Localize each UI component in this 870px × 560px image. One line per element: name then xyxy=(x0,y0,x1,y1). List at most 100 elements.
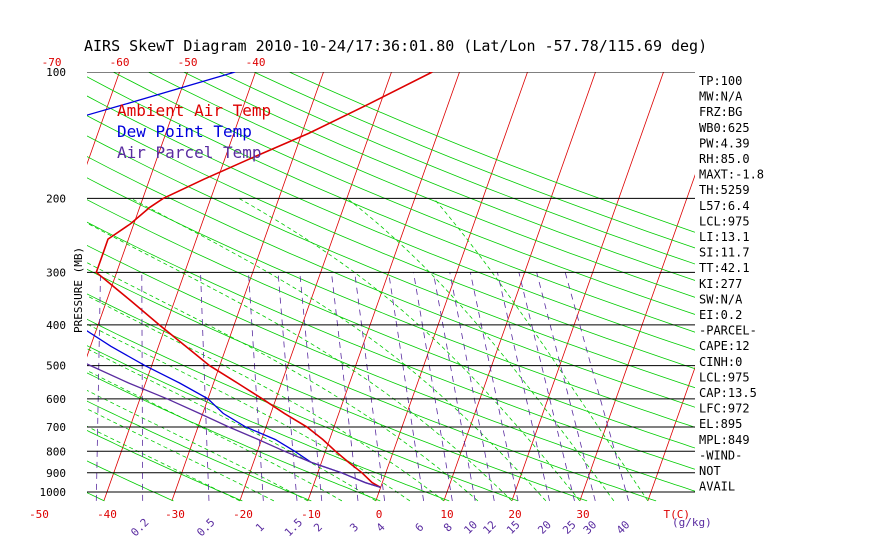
temperature-tick-label: 20 xyxy=(508,508,521,521)
isotherm-line xyxy=(511,72,664,502)
mixing-ratio-line xyxy=(413,272,453,501)
legend-entry: Air Parcel Temp xyxy=(117,143,262,162)
pressure-tick-label: 700 xyxy=(46,421,66,434)
mixing-ratio-tick-label: 10 xyxy=(461,518,480,537)
top-temperature-tick-label: -40 xyxy=(246,56,266,69)
mixing-ratio-line xyxy=(200,272,210,501)
moist-adiabat-line xyxy=(87,408,275,502)
mixing-ratio-units: (g/kg) xyxy=(672,516,712,529)
profile-line xyxy=(87,363,381,489)
temperature-tick-label: -10 xyxy=(301,508,321,521)
mixing-ratio-tick-label: 25 xyxy=(560,518,579,537)
sounding-profiles xyxy=(87,72,433,489)
moist-adiabat-line xyxy=(433,198,649,502)
pressure-tick-label: 900 xyxy=(46,467,66,480)
mixing-ratio-tick-label: 8 xyxy=(441,521,455,535)
moist-adiabat-line xyxy=(346,198,615,502)
isotherm-line xyxy=(579,174,695,502)
temperature-tick-label: 0 xyxy=(376,508,383,521)
dry-adiabat-line xyxy=(87,400,312,502)
top-temperature-tick-label: -50 xyxy=(178,56,198,69)
index-entry: AVAIL xyxy=(699,480,735,494)
mixing-ratio-tick-label: 30 xyxy=(581,518,600,537)
index-entry: SW:N/A xyxy=(699,292,743,306)
dry-adiabat-line xyxy=(87,115,695,370)
legend-entry: Ambient Air Temp xyxy=(117,101,271,120)
mixing-ratio-tick-label: 0.5 xyxy=(194,516,217,539)
mixing-ratio-tick-label: 6 xyxy=(413,521,427,535)
dry-adiabat-line xyxy=(87,156,695,408)
index-entry: NOT xyxy=(699,464,721,478)
dry-adiabat-line xyxy=(87,460,174,502)
mixing-ratio-line xyxy=(469,272,519,501)
index-entry: -WIND- xyxy=(699,448,742,462)
pressure-tick-label: 200 xyxy=(46,192,66,205)
index-entry: MAXT:-1.8 xyxy=(699,168,764,182)
dry-adiabat-line xyxy=(87,293,588,502)
dry-adiabat-line xyxy=(87,318,519,502)
top-temperature-tick-label: -60 xyxy=(110,56,130,69)
index-entry: LCL:975 xyxy=(699,370,750,384)
index-entry: TT:42.1 xyxy=(699,261,750,275)
isotherm-line xyxy=(239,72,392,502)
index-entry: LFC:972 xyxy=(699,402,750,416)
mixing-ratio-line xyxy=(248,272,264,501)
dry-adiabat-line xyxy=(253,72,695,249)
index-entry: TP:100 xyxy=(699,74,742,88)
index-entry: MW:N/A xyxy=(699,90,743,104)
moist-adiabat-line xyxy=(238,198,581,502)
chart-title: AIRS SkewT Diagram 2010-10-24/17:36:01.8… xyxy=(84,37,707,55)
dry-adiabat-line xyxy=(87,372,381,502)
mixing-ratio-line xyxy=(497,272,550,501)
index-entry: -PARCEL- xyxy=(699,324,757,338)
isotherm-line xyxy=(87,72,188,358)
dry-adiabat-line xyxy=(87,268,657,502)
isotherm-line xyxy=(375,72,528,502)
mixing-ratio-tick-label: 4 xyxy=(374,520,388,534)
index-entry: WB0:625 xyxy=(699,121,750,135)
temperature-tick-label: -50 xyxy=(29,508,49,521)
index-entry: FRZ:BG xyxy=(699,105,742,119)
legend-entry: Dew Point Temp xyxy=(117,122,252,141)
mixing-ratio-tick-label: 3 xyxy=(347,521,361,535)
mixing-ratio-line xyxy=(331,272,359,501)
index-entry: EL:895 xyxy=(699,417,742,431)
index-entry: CAPE:12 xyxy=(699,339,750,353)
chart-legend: Ambient Air Temp Dew Point Temp Air Parcel… xyxy=(117,101,271,162)
temperature-tick-label: -30 xyxy=(165,508,185,521)
mixing-ratio-line xyxy=(449,272,495,501)
dry-adiabat-line xyxy=(0,72,36,501)
mixing-ratio-tick-label: 0.2 xyxy=(128,516,151,539)
temperature-tick-label: 10 xyxy=(440,508,453,521)
index-entry: LI:13.1 xyxy=(699,230,750,244)
isotherm-line xyxy=(307,72,460,502)
moist-adiabat-line xyxy=(87,370,343,502)
mixing-ratio-tick-label: 20 xyxy=(535,518,554,537)
mixing-ratio-line xyxy=(141,272,144,501)
pressure-tick-label: 1000 xyxy=(40,486,67,499)
dry-adiabat-line xyxy=(87,492,105,502)
profile-line xyxy=(95,72,433,489)
mixing-ratio-line xyxy=(354,272,386,501)
pressure-tick-label: 800 xyxy=(46,445,66,458)
index-entry: SI:11.7 xyxy=(699,246,750,260)
dry-adiabat-line xyxy=(289,72,695,233)
mixing-ratio-tick-label: 40 xyxy=(614,518,633,537)
index-entry: MPL:849 xyxy=(699,433,750,447)
pressure-tick-label: 400 xyxy=(46,319,66,332)
moist-adiabat-line xyxy=(87,348,377,502)
mixing-ratio-line xyxy=(564,272,629,502)
index-entry: CINH:0 xyxy=(699,355,742,369)
x-axis-label: T(C) xyxy=(664,508,691,521)
dry-adiabat-line xyxy=(87,345,450,502)
dry-adiabat-line xyxy=(87,135,695,389)
index-entry: LCL:975 xyxy=(699,214,750,228)
pressure-tick-label: 300 xyxy=(46,266,66,279)
moist-adiabat-line xyxy=(130,198,547,502)
mixing-ratio-line xyxy=(299,272,323,501)
isotherm-line xyxy=(443,72,596,502)
moist-adiabat-line xyxy=(87,262,479,502)
